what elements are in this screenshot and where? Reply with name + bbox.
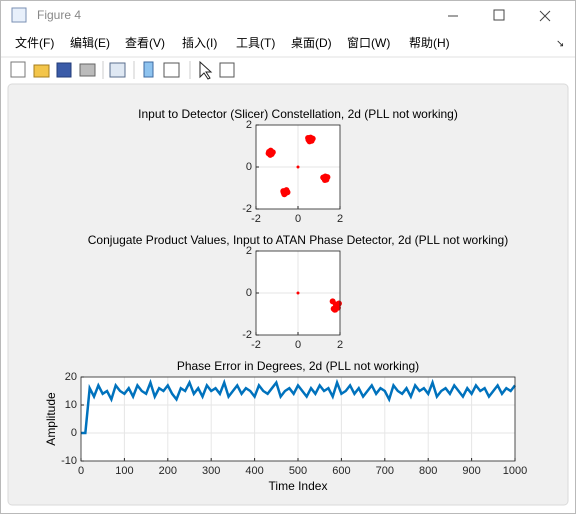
x-tick-label: 800 [419, 465, 437, 477]
menu-item[interactable]: 帮助(H) [409, 36, 450, 50]
point [321, 177, 328, 184]
tool-edit[interactable] [199, 60, 213, 80]
toolbar [10, 60, 235, 80]
tool-link[interactable] [109, 62, 126, 78]
y-tick-label: 0 [246, 161, 252, 173]
point [309, 135, 316, 142]
point [296, 291, 300, 295]
point [335, 300, 342, 307]
tool-save[interactable] [56, 62, 72, 78]
y-tick-label: -2 [242, 203, 252, 215]
y-axis-label: Amplitude [44, 392, 58, 446]
y-tick-label: 2 [246, 119, 252, 131]
close-button[interactable] [539, 10, 551, 22]
tool-print[interactable] [79, 63, 96, 77]
point [296, 165, 300, 169]
x-tick-label: 0 [295, 339, 301, 351]
menu-arrow: ↘ [556, 39, 564, 50]
x-tick-label: -2 [251, 339, 261, 351]
tool-new[interactable] [10, 61, 26, 78]
chart-title: Phase Error in Degrees, 2d (PLL not work… [177, 359, 419, 373]
point [334, 309, 338, 313]
menu-item[interactable]: 工具(T) [236, 36, 275, 50]
x-tick-label: 1000 [503, 465, 527, 477]
x-tick-label: 300 [202, 465, 220, 477]
app-icon [11, 7, 27, 23]
window-title: Figure 4 [37, 8, 81, 22]
x-tick-label: 600 [332, 465, 350, 477]
y-tick-label: 10 [65, 399, 77, 411]
chart-title: Input to Detector (Slicer) Constellation… [138, 107, 458, 121]
x-tick-label: 700 [376, 465, 394, 477]
chart-title: Conjugate Product Values, Input to ATAN … [88, 233, 508, 247]
axes-box [255, 250, 341, 336]
x-tick-label: 900 [462, 465, 480, 477]
x-tick-label: 0 [295, 213, 301, 225]
axes-box [255, 124, 341, 210]
menu-item[interactable]: 文件(F) [15, 35, 54, 50]
y-tick-label: -2 [242, 329, 252, 341]
tool-open[interactable] [33, 64, 50, 78]
tool-colorbar[interactable] [143, 61, 154, 78]
menu-item[interactable]: 编辑(E) [70, 35, 110, 50]
line [81, 378, 516, 435]
menu-item[interactable]: 窗口(W) [347, 36, 390, 50]
y-tick-label: 20 [65, 371, 77, 383]
point [269, 149, 276, 156]
menu-item[interactable]: 插入(I) [182, 36, 217, 50]
x-tick-label: 2 [337, 213, 343, 225]
axes-box [80, 376, 516, 462]
y-tick-label: 2 [246, 245, 252, 257]
tool-inspector[interactable] [219, 62, 235, 78]
maximize-button[interactable] [493, 9, 505, 21]
x-tick-label: 100 [115, 465, 133, 477]
x-axis-label: Time Index [269, 479, 328, 493]
x-tick-label: 0 [78, 465, 84, 477]
y-tick-label: 0 [246, 287, 252, 299]
x-tick-label: -2 [251, 213, 261, 225]
y-tick-label: 0 [71, 427, 77, 439]
point [305, 135, 312, 142]
x-tick-label: 400 [245, 465, 263, 477]
point [280, 189, 287, 196]
x-tick-label: 500 [289, 465, 307, 477]
x-tick-label: 200 [159, 465, 177, 477]
menu-item[interactable]: 桌面(D) [291, 36, 332, 50]
x-tick-label: 2 [337, 339, 343, 351]
tool-legend[interactable] [163, 62, 180, 78]
y-tick-label: -10 [61, 455, 77, 467]
menu-item[interactable]: 查看(V) [125, 36, 165, 50]
